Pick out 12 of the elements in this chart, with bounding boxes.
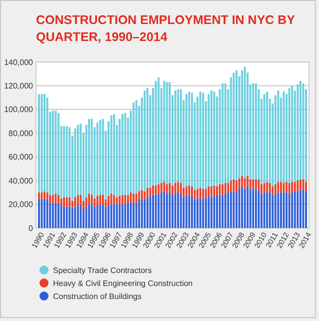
legend-label: Construction of Buildings <box>53 292 142 301</box>
y-tick-label: 20,000 <box>8 200 34 210</box>
legend-label: Specialty Trade Contractors <box>53 266 152 275</box>
y-tick-label: 60,000 <box>8 152 34 162</box>
chart-title: CONSTRUCTION EMPLOYMENT IN NYC BY QUARTER, 1990–2014 <box>36 13 296 44</box>
y-tick-label: 80,000 <box>8 128 34 138</box>
y-tick-label: 140,000 <box>4 58 34 67</box>
y-tick-label: 0 <box>28 224 34 233</box>
y-tick-label: 120,000 <box>4 82 34 91</box>
y-tick-label: 40,000 <box>8 176 34 186</box>
y-tick-label: 100,000 <box>4 105 34 114</box>
legend-label: Heavy & Civil Engineering Construction <box>53 278 193 288</box>
